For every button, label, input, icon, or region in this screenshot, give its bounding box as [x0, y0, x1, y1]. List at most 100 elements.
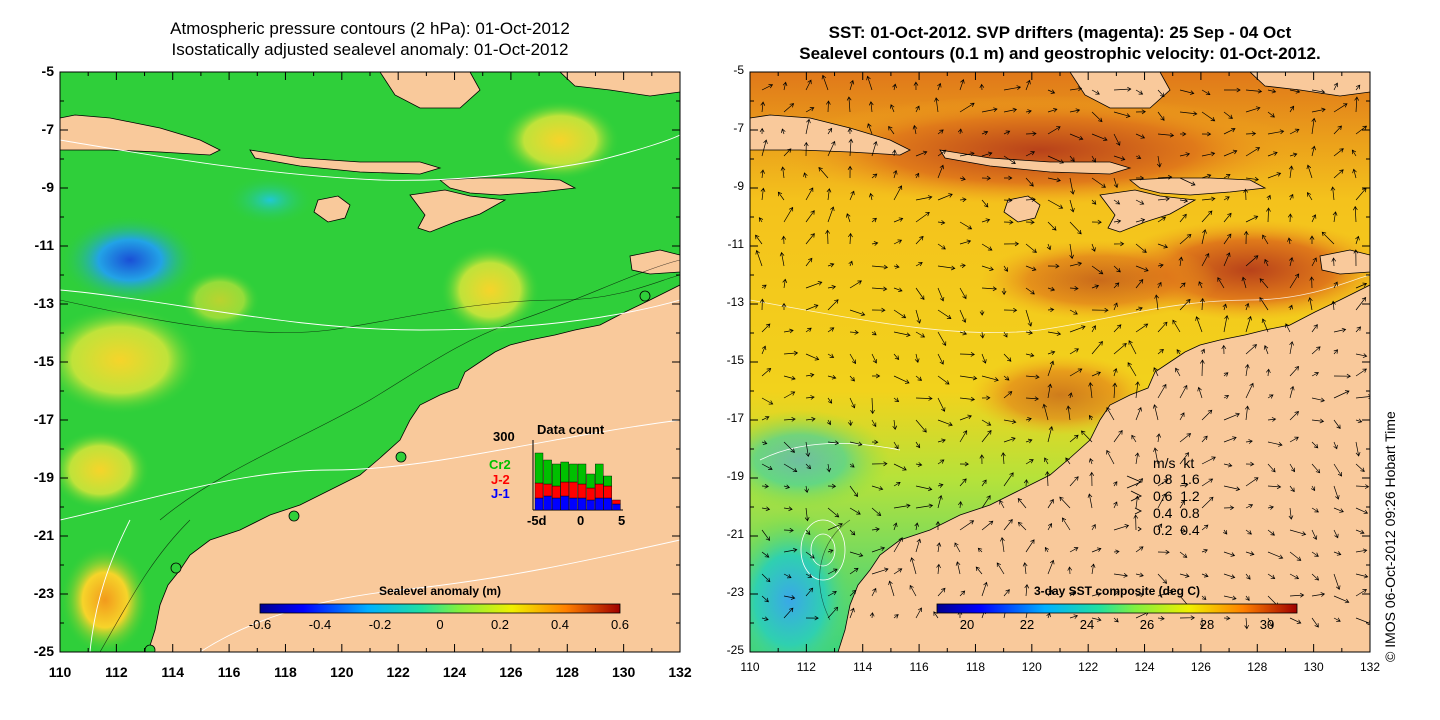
x-tick-label: 126 — [1190, 660, 1211, 674]
velocity-arrow — [871, 587, 877, 597]
velocity-arrow — [1003, 265, 1008, 272]
velocity-arrow — [1333, 281, 1338, 289]
velocity-arrow — [1201, 229, 1207, 245]
velocity-arrow — [1113, 155, 1126, 161]
velocity-arrow — [1333, 617, 1341, 622]
velocity-arrow — [1311, 346, 1321, 355]
velocity-arrow — [849, 589, 857, 597]
data-count-bar — [543, 483, 552, 497]
velocity-arrow — [1267, 417, 1277, 422]
velocity-arrow — [1309, 235, 1315, 244]
velocity-arrow — [761, 529, 770, 541]
velocity-arrow — [805, 257, 813, 267]
velocity-arrow — [1091, 243, 1096, 252]
x-tick-label: 132 — [1359, 660, 1381, 674]
colorbar-tick-label: 0 — [436, 617, 444, 632]
data-count-xmax: 5 — [618, 513, 626, 528]
velocity-arrow — [1069, 221, 1082, 235]
velocity-arrow — [1156, 433, 1162, 443]
velocity-arrow — [893, 481, 901, 487]
data-count-title: Data count — [537, 422, 605, 437]
velocity-arrow — [915, 441, 921, 449]
velocity-arrow — [1333, 485, 1340, 500]
x-tick-label: 120 — [1021, 660, 1042, 674]
velocity-arrow — [1179, 198, 1189, 204]
velocity-arrow — [996, 562, 1005, 575]
velocity-arrow — [1069, 325, 1086, 333]
velocity-arrow — [981, 353, 987, 364]
velocity-arrow — [1267, 111, 1275, 118]
velocity-arrow — [1047, 286, 1056, 292]
velocity-arrow — [1289, 257, 1294, 267]
velocity-arrow — [803, 172, 808, 179]
velocity-arrow — [849, 485, 858, 498]
velocity-arrow — [871, 527, 880, 532]
data-count-bar — [534, 452, 544, 484]
velocity-arrow — [1333, 551, 1342, 556]
velocity-arrow — [981, 520, 994, 531]
velocity-arrow — [914, 353, 920, 363]
velocity-arrow — [1355, 368, 1367, 377]
velocity-arrow — [1223, 372, 1229, 377]
velocity-arrow — [959, 197, 967, 203]
velocity-arrow — [936, 542, 942, 553]
velocity-arrow — [1201, 548, 1208, 554]
velocity-arrow — [805, 281, 823, 289]
velocity-arrow — [893, 614, 899, 619]
velocity-arrow — [1223, 127, 1236, 135]
velocity-arrow — [1113, 86, 1132, 92]
velocity-arrow — [1267, 151, 1278, 157]
velocity-arrow — [1113, 282, 1120, 289]
velocity-arrow — [827, 568, 838, 575]
velocity-arrow — [1068, 392, 1073, 399]
velocity-arrow — [1069, 476, 1079, 487]
velocity-arrow — [849, 607, 855, 619]
y-tick-label: -9 — [733, 179, 744, 193]
x-tick-label: 112 — [796, 660, 816, 674]
velocity-arrow — [937, 397, 946, 412]
velocity-arrow — [805, 304, 819, 311]
velocity-arrow — [1069, 434, 1079, 443]
data-count-bar — [612, 499, 621, 505]
velocity-arrow — [910, 557, 917, 575]
velocity-arrow — [1245, 504, 1254, 509]
velocity-arrow — [1088, 382, 1093, 399]
velocity-arrow — [937, 331, 947, 346]
velocity-arrow — [893, 217, 904, 223]
data-count-bar — [595, 497, 604, 511]
velocity-arrow — [1289, 193, 1294, 201]
velocity-arrow — [1047, 199, 1064, 209]
velocity-arrow — [1267, 172, 1282, 179]
data-count-bar — [569, 497, 578, 511]
velocity-arrow — [1003, 107, 1018, 113]
velocity-arrow — [1000, 452, 1006, 465]
velocity-arrow — [1047, 107, 1058, 113]
velocity-arrow — [761, 483, 769, 489]
velocity-arrow — [1113, 481, 1118, 487]
y-tick-label: -7 — [41, 121, 54, 137]
velocity-arrow — [1047, 383, 1053, 399]
velocity-arrow — [805, 327, 812, 333]
velocity-arrow — [1333, 441, 1338, 450]
velocity-arrow — [1221, 344, 1227, 355]
velocity-arrow — [1333, 82, 1339, 91]
velocity-arrow — [893, 309, 907, 319]
velocity-arrow — [1025, 459, 1034, 465]
velocity-arrow — [893, 568, 903, 575]
velocity-arrow — [826, 100, 831, 113]
velocity-arrow — [893, 397, 900, 403]
velocity-arrow — [1003, 130, 1011, 135]
velocity-arrow — [1199, 617, 1205, 628]
velocity-arrow — [847, 165, 853, 179]
velocity-arrow — [909, 584, 917, 597]
velocity-arrow — [1311, 441, 1319, 449]
velocity-arrow — [957, 128, 963, 135]
velocity-arrow — [782, 81, 788, 91]
velocity-arrow — [913, 81, 919, 91]
velocity-arrow — [915, 195, 933, 201]
velocity-arrow — [1311, 107, 1326, 113]
velocity-arrow — [937, 193, 953, 201]
x-tick-label: 132 — [668, 664, 692, 680]
velocity-arrow — [1157, 281, 1162, 289]
velocity-arrow — [871, 507, 882, 517]
